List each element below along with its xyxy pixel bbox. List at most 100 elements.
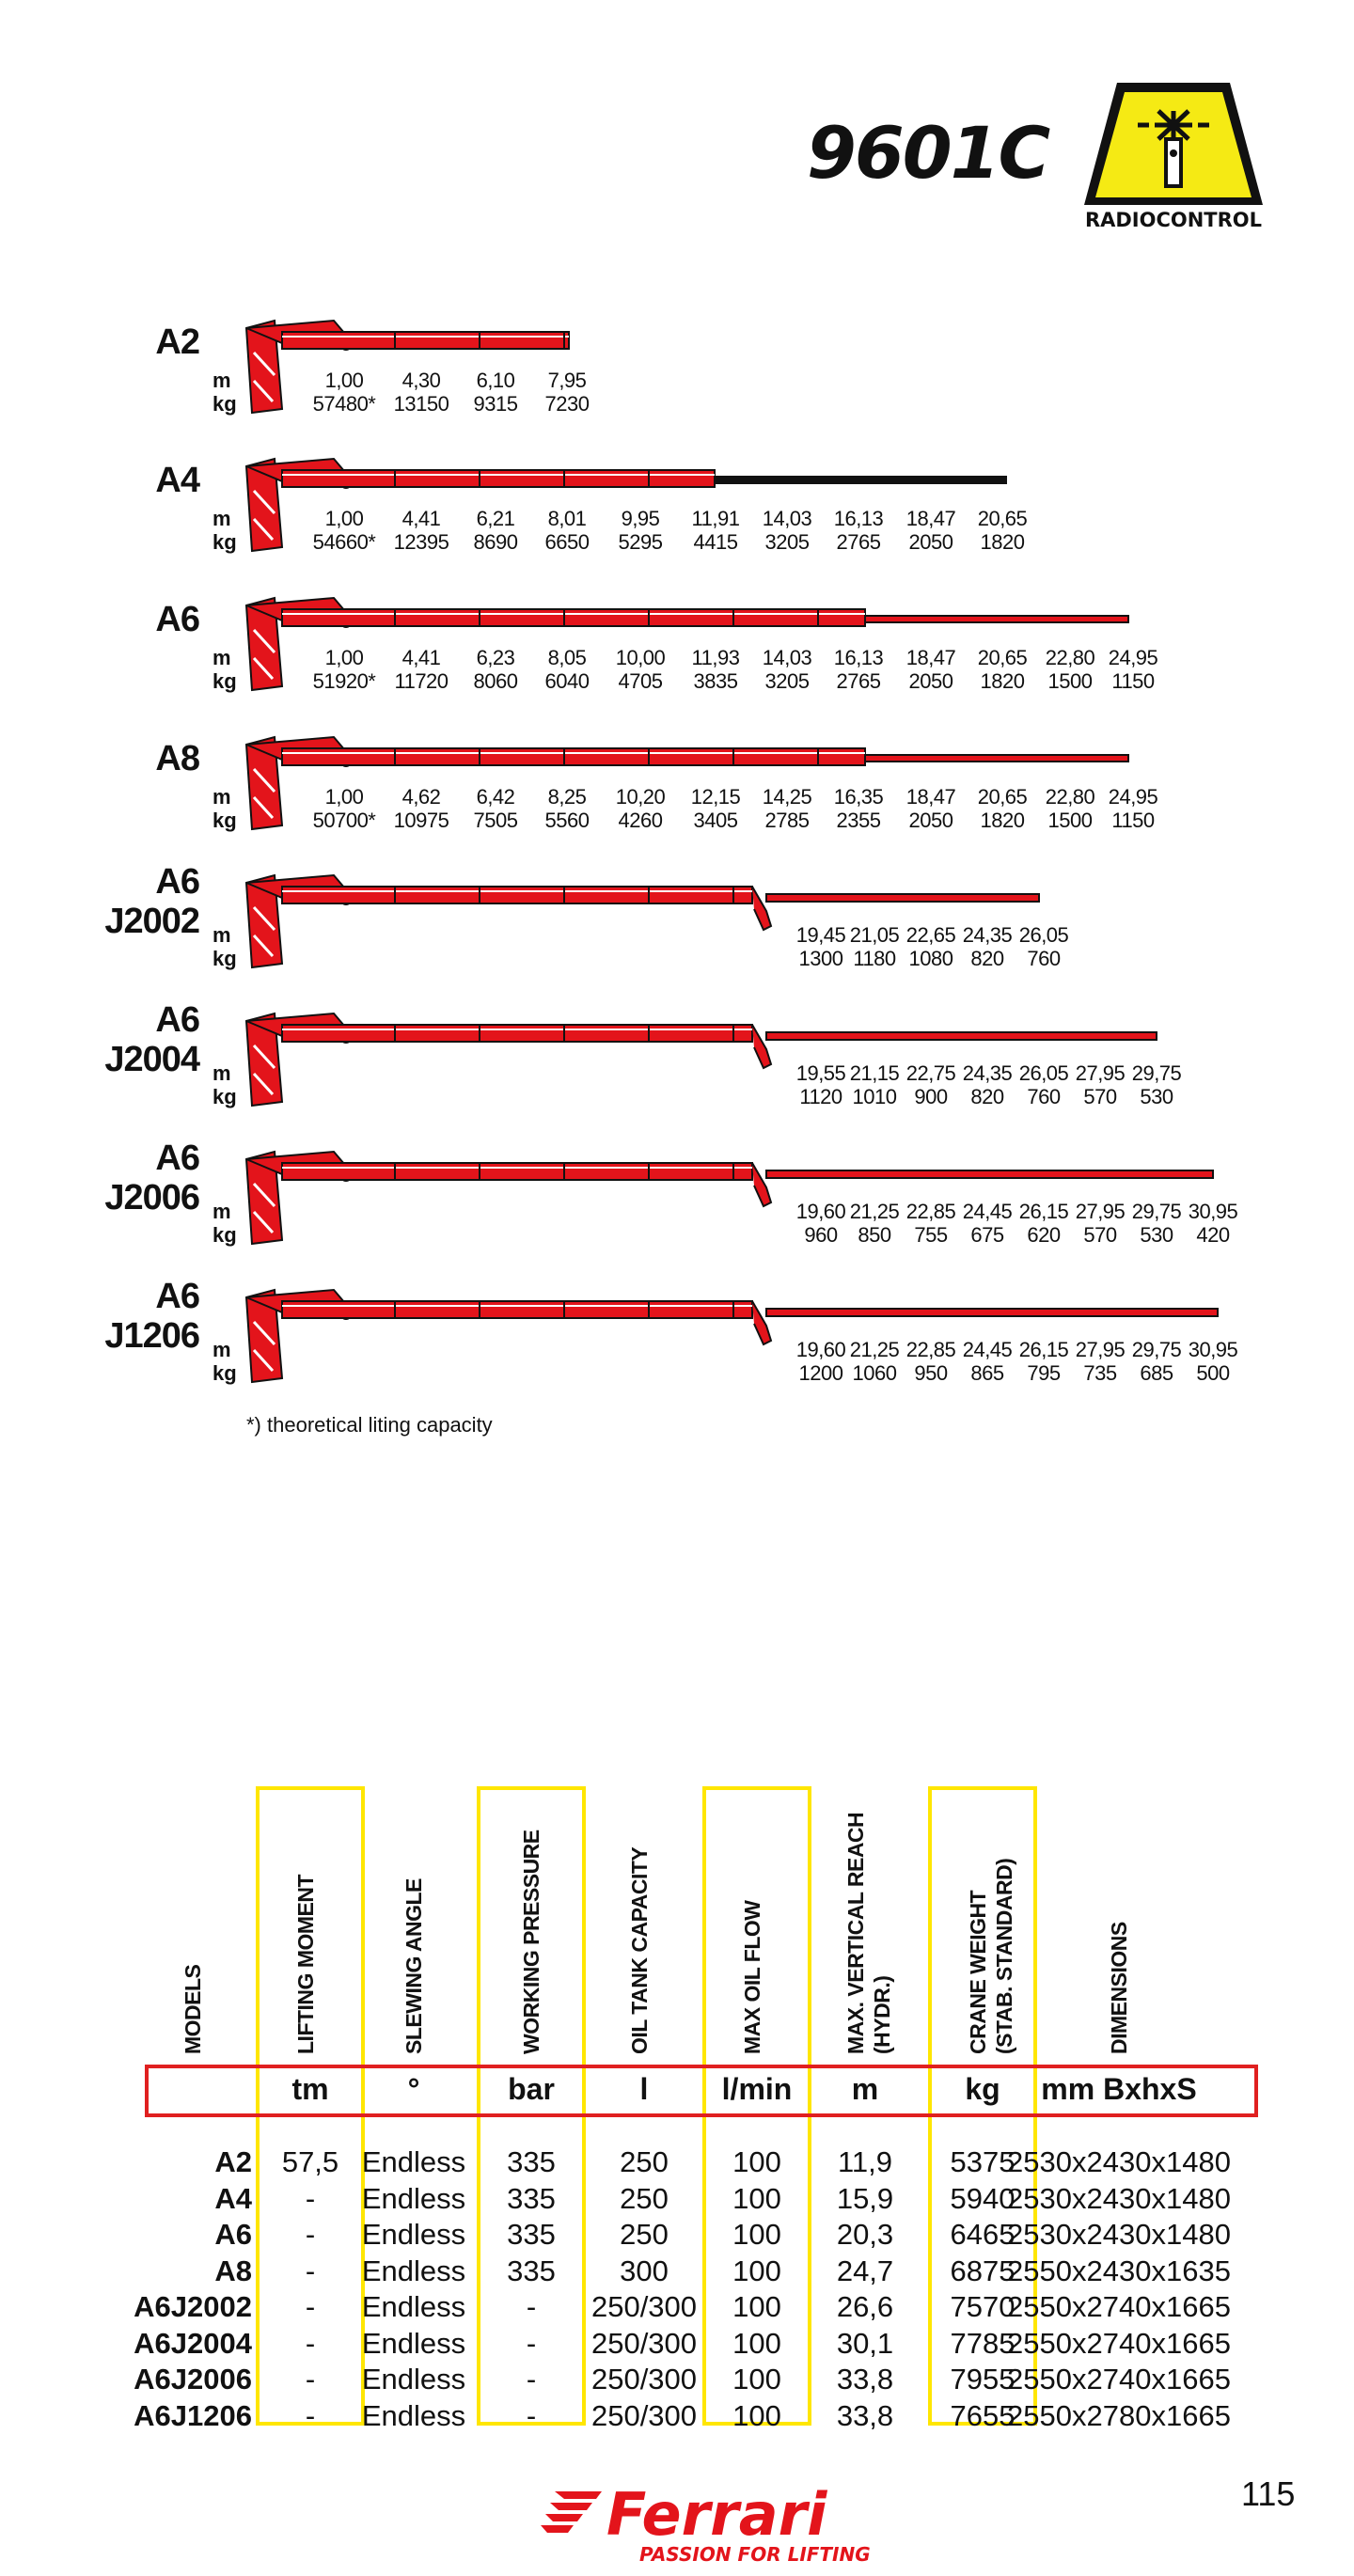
table-cell: Endless (361, 2145, 466, 2178)
reach-value: 6,10 (476, 369, 515, 392)
column-header: DIMENSIONS (1107, 1922, 1131, 2054)
reach-value: 10,00 (615, 646, 666, 669)
table-cell: Endless (361, 2326, 466, 2360)
capacity-value: 685 (1140, 1361, 1173, 1385)
unit-cell: l/min (721, 2072, 793, 2106)
capacity-value: 950 (914, 1361, 948, 1385)
reach-value: 1,00 (324, 646, 364, 669)
capacity-value: 4705 (618, 669, 663, 693)
reach-value: 20,65 (977, 646, 1028, 669)
reach-value: 24,95 (1108, 646, 1158, 669)
reach-value: 1,00 (324, 507, 364, 530)
reach-value: 27,95 (1075, 1061, 1126, 1085)
brand-name: Ferrari (606, 2480, 827, 2549)
crane-label: A4 (155, 461, 200, 500)
capacity-value: 420 (1196, 1223, 1230, 1247)
table-cell: 5940 (950, 2181, 1016, 2215)
column-header: WORKING PRESSURE (519, 1830, 543, 2054)
crane-a2: A2 m kg 1,00 4,30 6,10 7,95 57480* 13150 9315 7230 (0, 315, 1354, 447)
crane-name: J2006 (104, 1178, 200, 1217)
table-cell: 33,8 (836, 2363, 894, 2395)
table-cell: - (305, 2254, 316, 2287)
capacity-value: 6040 (544, 669, 590, 693)
reach-value: 21,25 (849, 1338, 900, 1361)
column-header: MAX OIL FLOW (740, 1900, 764, 2054)
table-cell: 250 (620, 2145, 669, 2178)
table-cell: Endless (361, 2254, 466, 2287)
capacity-value: 2785 (764, 809, 810, 832)
capacity-value: 12395 (393, 530, 449, 554)
table-cell: 2550x2430x1635 (1007, 2254, 1231, 2287)
reach-value: 20,65 (977, 507, 1028, 530)
capacity-value: 530 (1140, 1223, 1173, 1247)
table-cell: 100 (732, 2363, 781, 2395)
table-cell: 250/300 (590, 2398, 698, 2432)
capacity-value: 1820 (980, 669, 1025, 693)
unit-m: m (213, 1200, 231, 1223)
capacity-value: 13150 (393, 392, 449, 416)
table-cell: 335 (507, 2181, 556, 2215)
reach-value: 11,93 (691, 646, 740, 669)
capacity-value: 960 (804, 1223, 838, 1247)
brand-slogan: PASSION FOR LIFTING (639, 2543, 871, 2566)
crane-name: A8 (155, 739, 200, 778)
table-cell: 300 (620, 2254, 669, 2287)
reach-value: 18,47 (905, 507, 956, 530)
reach-value: 16,35 (833, 785, 884, 809)
capacity-value: 7230 (544, 392, 590, 416)
capacity-value: 1500 (1047, 669, 1093, 693)
capacity-value: 5295 (618, 530, 663, 554)
table-cell: 2550x2780x1665 (1007, 2398, 1231, 2432)
column-header: (STAB. STANDARD) (992, 1858, 1016, 2054)
table-cell: 26,6 (836, 2290, 894, 2323)
capacity-value: 57480* (312, 392, 376, 416)
unit-cell: bar (508, 2072, 555, 2106)
capacity-value: 570 (1083, 1085, 1117, 1108)
reach-value: 14,25 (762, 785, 812, 809)
capacity-value: 530 (1140, 1085, 1173, 1108)
capacity-value: 1300 (798, 947, 843, 970)
reach-value: 26,15 (1018, 1200, 1069, 1223)
reach-value: 11,91 (691, 507, 740, 530)
table-cell: 30,1 (836, 2326, 894, 2360)
capacity-value: 820 (970, 947, 1004, 970)
capacity-value: 8060 (473, 669, 518, 693)
crane-arm-drawing (244, 873, 1040, 969)
capacity-value: 865 (970, 1361, 1004, 1385)
table-cell: - (526, 2290, 537, 2323)
crane-name: A6 (155, 1000, 200, 1040)
table-cell: 33,8 (836, 2398, 894, 2432)
capacity-value: 1150 (1111, 669, 1155, 693)
reach-value: 22,80 (1045, 646, 1095, 669)
capacity-value: 2050 (908, 809, 953, 832)
table-cell: 11,9 (837, 2145, 893, 2178)
crane-arm-drawing (244, 596, 1129, 692)
table-cell: 100 (732, 2326, 781, 2360)
reach-value: 16,13 (833, 507, 884, 530)
reach-value: 26,05 (1018, 923, 1069, 947)
table-cell: 24,7 (836, 2254, 894, 2287)
table-cell: 2530x2430x1480 (1007, 2181, 1231, 2215)
reach-value: 1,00 (324, 369, 364, 392)
capacity-value: 820 (970, 1085, 1004, 1108)
crane-name: A6 (155, 1139, 200, 1178)
capacity-value: 3205 (764, 530, 810, 554)
capacity-value: 2050 (908, 530, 953, 554)
table-cell: Endless (361, 2218, 466, 2251)
reach-value: 19,60 (795, 1200, 846, 1223)
reach-value: 18,47 (905, 646, 956, 669)
column-header: SLEWING ANGLE (401, 1878, 426, 2054)
crane-label: A6 J2004 (104, 1000, 200, 1079)
capacity-value: 760 (1027, 947, 1061, 970)
table-cell: - (526, 2326, 537, 2360)
unit-kg: kg (213, 392, 237, 416)
crane-a8: A8 m kg 1,00 4,62 6,42 8,25 10,20 12,15 14,25 16,3… (0, 731, 1354, 863)
capacity-value: 1820 (980, 809, 1025, 832)
reach-value: 26,05 (1018, 1061, 1069, 1085)
capacity-value: 4260 (618, 809, 663, 832)
table-cell: - (526, 2398, 537, 2432)
crane-name: J1206 (104, 1316, 200, 1356)
table-cell: - (305, 2218, 316, 2251)
unit-cell: tm (291, 2072, 329, 2106)
capacity-value: 850 (858, 1223, 891, 1247)
